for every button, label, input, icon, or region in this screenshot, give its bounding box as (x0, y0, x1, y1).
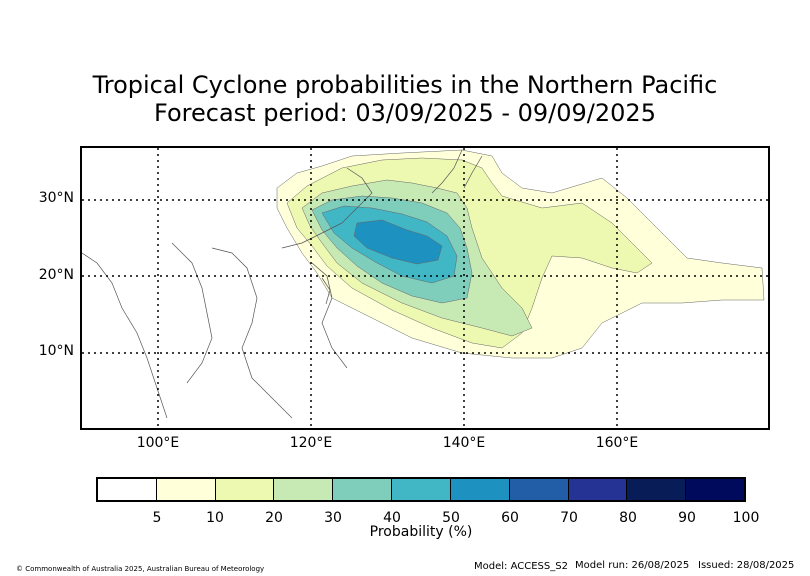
lon-label-160e: 160°E (595, 435, 639, 451)
colorbar-segment (156, 479, 216, 500)
colorbar-segment (392, 479, 451, 500)
colorbar-tick: 50 (442, 510, 460, 526)
colorbar-segment (215, 479, 275, 500)
colorbar-tick: 5 (152, 510, 162, 526)
chart-title: Tropical Cyclone probabilities in the No… (92, 71, 718, 99)
lon-label-120e: 120°E (289, 435, 333, 451)
colorbar-tick: 20 (265, 510, 283, 526)
colorbar-segment (568, 479, 628, 500)
map-canvas (82, 148, 768, 428)
colorbar (96, 477, 746, 502)
lat-label-30n: 30°N (38, 190, 74, 206)
colorbar-segment (98, 479, 157, 500)
copyright-notice: © Commonwealth of Australia 2025, Austra… (16, 565, 265, 573)
lon-label-100e: 100°E (136, 435, 180, 451)
colorbar-tick: 40 (383, 510, 401, 526)
lon-label-140e: 140°E (442, 435, 486, 451)
colorbar-segment (333, 479, 393, 500)
colorbar-segment (509, 479, 569, 500)
coastline (82, 149, 483, 419)
gridlines (82, 148, 768, 428)
colorbar-tick: 100 (732, 510, 760, 526)
colorbar-tick: 30 (324, 510, 342, 526)
colorbar-tick: 60 (501, 510, 519, 526)
colorbar-tick: 80 (619, 510, 637, 526)
forecast-period: Forecast period: 03/09/2025 - 09/09/2025 (154, 99, 656, 127)
lat-label-20n: 20°N (38, 267, 74, 283)
contour-50 (353, 219, 443, 265)
colorbar-tick: 70 (560, 510, 578, 526)
colorbar-segment (627, 479, 687, 500)
colorbar-tick: 90 (678, 510, 696, 526)
model-run-date: Model run: 26/08/2025 (575, 560, 690, 571)
lat-label-10n: 10°N (38, 343, 74, 359)
colorbar-segment (450, 479, 510, 500)
model-name: Model: ACCESS_S2 (474, 561, 568, 572)
colorbar-tick: 10 (206, 510, 224, 526)
colorbar-segment (686, 479, 744, 500)
colorbar-label: Probability (%) (369, 524, 473, 540)
issued-date: Issued: 28/08/2025 (698, 560, 795, 571)
colorbar-segment (274, 479, 334, 500)
probability-map (80, 146, 770, 430)
